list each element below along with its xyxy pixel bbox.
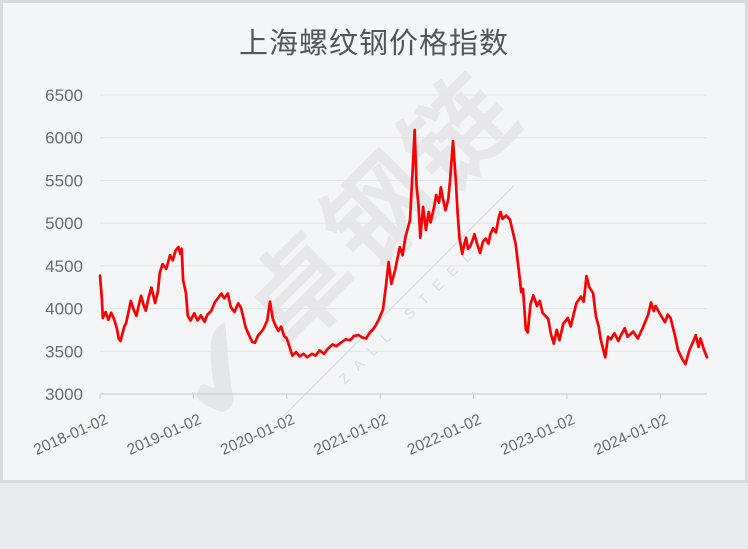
y-tick-label: 3500 [45, 342, 83, 361]
y-tick-label: 5000 [45, 214, 83, 233]
x-tick-label: 2023-01-02 [498, 411, 577, 459]
y-tick-label: 4500 [45, 257, 83, 276]
y-tick-label: 3000 [45, 385, 83, 404]
chart-title: 上海螺纹钢价格指数 [238, 28, 509, 60]
y-tick-label: 5500 [45, 171, 83, 190]
x-tick-label: 2024-01-02 [592, 411, 671, 459]
x-tick-label: 2018-01-02 [31, 411, 110, 459]
chart-card: 上海螺纹钢价格指数 ✔ 卓钢链 ZALL STEEL 3000 3500 4000 4… [0, 0, 748, 483]
x-tick-label: 2021-01-02 [311, 411, 390, 459]
price-series-line [98, 128, 709, 366]
x-tick-label: 2022-01-02 [405, 411, 484, 459]
x-tick-label: 2020-01-02 [218, 411, 297, 459]
y-tick-label: 4000 [45, 300, 83, 319]
x-tick-label: 2019-01-02 [125, 411, 204, 459]
price-index-line-chart: 3000 3500 4000 4500 5000 5500 6000 6500 2018-01-… [31, 86, 709, 459]
y-tick-label: 6000 [45, 129, 83, 148]
y-tick-label: 6500 [45, 86, 83, 105]
